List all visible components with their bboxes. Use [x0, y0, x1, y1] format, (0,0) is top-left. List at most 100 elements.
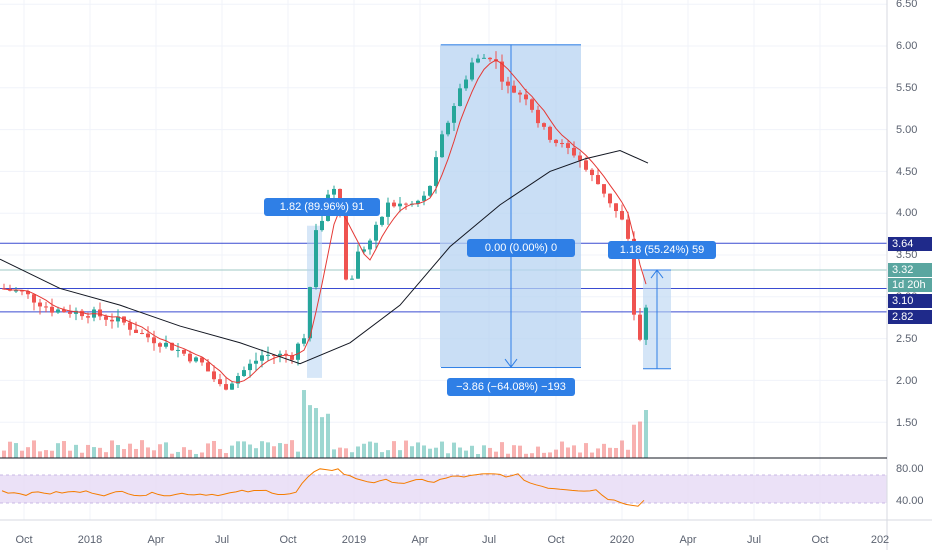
- candle-body: [380, 216, 384, 225]
- y-tick: 5.00: [896, 124, 918, 136]
- candle-body: [206, 362, 210, 372]
- volume-bar: [470, 445, 474, 458]
- volume-bar: [302, 390, 306, 458]
- volume-bar: [584, 443, 588, 458]
- volume-bar: [182, 447, 186, 458]
- candle-body: [62, 309, 66, 313]
- volume-bar: [500, 442, 504, 458]
- x-tick: Jul: [746, 534, 762, 546]
- candle-body: [386, 202, 390, 217]
- candle-body: [638, 314, 642, 340]
- volume-bar: [434, 447, 438, 458]
- volume-bar: [128, 443, 132, 458]
- volume-bar: [386, 450, 390, 458]
- measure-label-2-bottom[interactable]: −3.86 (−64.08%) −193: [447, 378, 575, 396]
- candle-body: [56, 309, 60, 313]
- volume-bar: [446, 453, 450, 458]
- candle-body: [254, 360, 258, 364]
- volume-bar: [320, 417, 324, 458]
- candle-body: [458, 88, 462, 107]
- volume-bar: [638, 421, 642, 458]
- candle-body: [578, 155, 582, 161]
- y-tick: 1.50: [896, 417, 918, 429]
- candle-body: [398, 203, 402, 207]
- candle-body: [20, 290, 24, 292]
- volume-bar: [62, 441, 66, 458]
- volume-bar: [590, 452, 594, 458]
- sma-line: [0, 149, 649, 365]
- volume-bar: [512, 445, 516, 458]
- volume-bar: [194, 453, 198, 458]
- candle-body: [134, 329, 138, 333]
- grid-lines: [0, 0, 887, 520]
- volume-bar: [536, 446, 540, 458]
- candle-body: [488, 57, 492, 60]
- candle-body: [524, 94, 528, 100]
- candle-body: [344, 211, 348, 280]
- candle-body: [242, 370, 246, 376]
- candle-body: [374, 224, 378, 241]
- volume-bar: [458, 447, 462, 458]
- candle-body: [560, 143, 564, 145]
- volume-bar: [170, 453, 174, 458]
- volume-bar: [164, 442, 168, 458]
- candle-body: [464, 79, 468, 89]
- candle-body: [452, 106, 456, 123]
- volume-bar: [74, 444, 78, 458]
- volume-bar: [422, 445, 426, 458]
- candle-body: [602, 184, 606, 194]
- volume-bar: [482, 445, 486, 458]
- candle-body: [200, 357, 204, 363]
- candle-body: [368, 240, 372, 250]
- volume-bar: [44, 450, 48, 458]
- volume-bar: [428, 448, 432, 458]
- x-tick: Oct: [279, 534, 297, 546]
- volume-bar: [26, 447, 30, 458]
- volume-bar: [578, 452, 582, 458]
- volume-bar: [392, 441, 396, 458]
- volume-bar: [362, 443, 366, 458]
- candle-body: [620, 211, 624, 220]
- candle-body: [548, 126, 552, 140]
- candle-body: [116, 316, 120, 322]
- candlesticks: [2, 51, 648, 391]
- x-tick: Oct: [15, 534, 33, 546]
- candle-body: [422, 195, 426, 201]
- candle-body: [182, 349, 186, 354]
- volume-bar: [326, 413, 330, 458]
- candle-body: [272, 354, 276, 356]
- volume-bar: [152, 450, 156, 458]
- level-tag-310: 3.10: [888, 294, 932, 308]
- candle-body: [332, 188, 336, 195]
- measure-label-1[interactable]: 1.82 (89.96%) 91: [264, 198, 380, 216]
- candle-body: [350, 278, 354, 280]
- x-tick: Apr: [411, 534, 429, 546]
- x-tick: Oct: [547, 534, 565, 546]
- candle-body: [542, 123, 546, 127]
- measure-boxes[interactable]: [307, 44, 671, 378]
- volume-bar: [626, 449, 630, 458]
- volume-bar: [494, 451, 498, 458]
- volume-bar: [452, 442, 456, 458]
- volume-bar: [92, 447, 96, 458]
- volume-bar: [290, 440, 294, 458]
- volume-bar: [2, 450, 6, 458]
- measure-label-2-top[interactable]: 0.00 (0.00%) 0: [467, 239, 575, 257]
- volume-bar: [350, 452, 354, 458]
- candle-body: [446, 122, 450, 135]
- candle-body: [80, 310, 84, 317]
- y-tick: 6.50: [896, 0, 918, 10]
- candle-body: [362, 249, 366, 252]
- candle-body: [218, 379, 222, 385]
- rsi-band: [0, 475, 887, 503]
- volume-bar: [8, 441, 12, 458]
- x-tick: 2020: [609, 534, 635, 546]
- candle-body: [518, 92, 522, 95]
- y-tick: 2.50: [896, 333, 918, 345]
- candle-body: [44, 306, 48, 308]
- volume-bar: [608, 447, 612, 458]
- measure-label-3[interactable]: 1.18 (55.24%) 59: [608, 241, 716, 259]
- x-tick: Apr: [679, 534, 697, 546]
- candle-body: [278, 353, 282, 356]
